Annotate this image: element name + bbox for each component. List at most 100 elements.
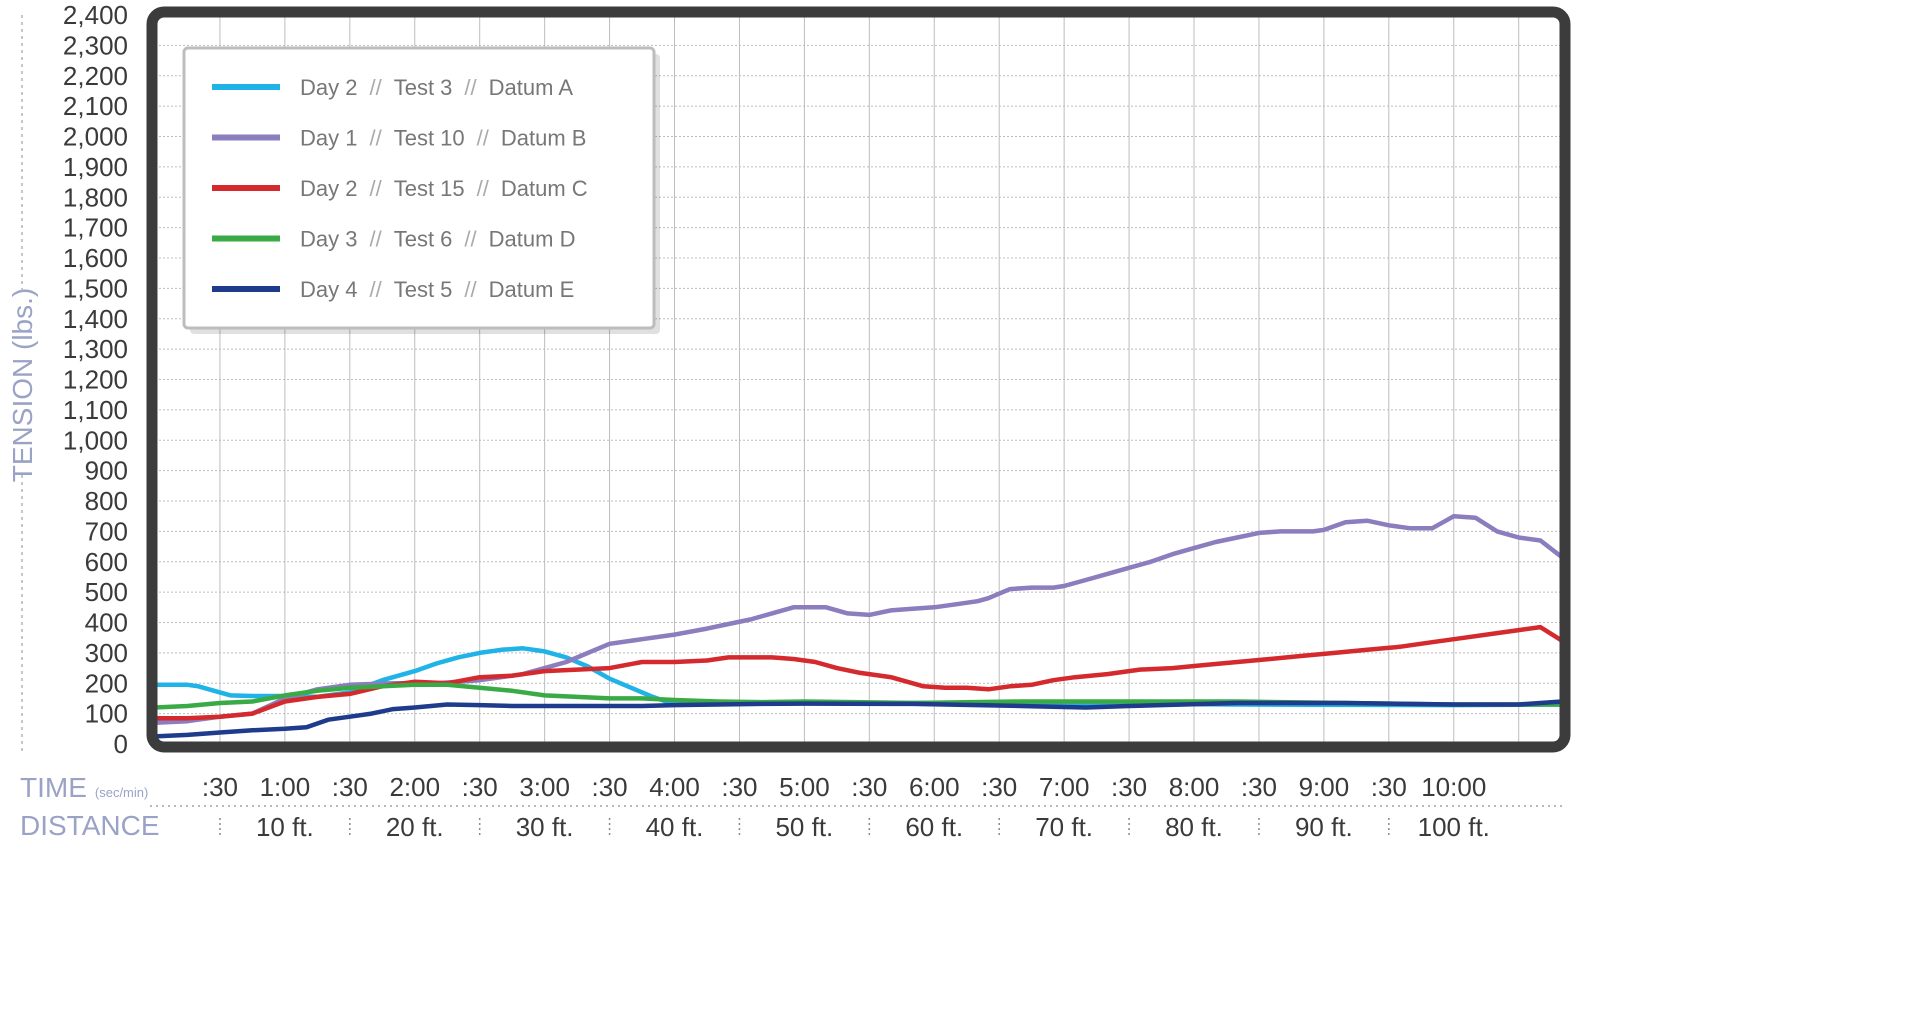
legend-label: Day 2 // Test 3 // Datum A [300,75,573,100]
legend-label-part: Datum E [489,277,575,302]
distance-tick-labels: 10 ft. 20 ft. 30 ft. 40 ft. 50 ft. 60 ft. 70 f… [219,812,1490,842]
y-tick-label: 1,300 [63,334,128,364]
legend-box [182,46,656,330]
y-tick-label: 1,600 [63,243,128,273]
time-tick-label: :30 [1241,772,1277,802]
legend-separator: // [464,75,477,100]
y-tick-labels: 01002003004005006007008009001,0001,1001,… [63,0,128,759]
time-tick-label: 2:00 [389,772,440,802]
distance-tick-label: 60 ft. [905,812,963,842]
y-tick-label: 2,200 [63,61,128,91]
legend-label: Day 3 // Test 6 // Datum D [300,227,575,252]
distance-tick-label: 100 ft. [1418,812,1490,842]
time-axis-label: TIME [20,772,87,803]
distance-tick-label: 30 ft. [516,812,574,842]
y-tick-label: 900 [85,456,128,486]
time-tick-label: 6:00 [909,772,960,802]
y-tick-label: 1,900 [63,152,128,182]
distance-tick-label: 20 ft. [386,812,444,842]
series-line-5 [152,699,1565,739]
legend-label-part: Day 2 [300,75,357,100]
y-tick-label: 1,200 [63,365,128,395]
legend-label-part: Test 15 [394,176,465,201]
y-tick-label: 2,000 [63,122,128,152]
y-tick-label: 1,000 [63,425,128,455]
series-line-4 [152,682,1565,710]
time-tick-label: :30 [202,772,238,802]
y-tick-label: 1,700 [63,213,128,243]
legend-label-part: Datum A [489,75,574,100]
time-tick-label: 5:00 [779,772,830,802]
legend-label-part: Datum D [489,227,576,252]
legend-label-part: Day 2 [300,176,357,201]
legend-label-part: Day 1 [300,126,357,151]
legend-label-part: Datum B [501,126,587,151]
distance-tick-label: 90 ft. [1295,812,1353,842]
y-tick-label: 2,100 [63,91,128,121]
time-tick-label: 9:00 [1299,772,1350,802]
legend-separator: // [477,126,490,151]
time-tick-labels: :30 1:00 :30 2:00 :30 3:00 :30 4:00 :30 5:00 :30 6:… [202,772,1486,802]
time-tick-label: :30 [851,772,887,802]
time-tick-label: :30 [1111,772,1147,802]
y-tick-label: 1,400 [63,304,128,334]
time-tick-label: 8:00 [1169,772,1220,802]
y-tick-label: 200 [85,668,128,698]
y-tick-label: 600 [85,547,128,577]
legend-label-part: Day 3 [300,227,357,252]
y-tick-label: 1,100 [63,395,128,425]
legend-label-part: Test 10 [394,126,465,151]
time-tick-label: 7:00 [1039,772,1090,802]
y-tick-label: 1,500 [63,273,128,303]
legend-separator: // [464,277,477,302]
y-tick-label: 800 [85,486,128,516]
series-layer [152,513,1565,739]
legend-separator: // [464,227,477,252]
legend-label-part: Test 5 [394,277,453,302]
y-tick-label: 300 [85,638,128,668]
legend-separator: // [369,227,382,252]
time-tick-label: 10:00 [1421,772,1486,802]
time-tick-label: :30 [721,772,757,802]
distance-axis-title: DISTANCE [20,810,160,841]
legend-label: Day 2 // Test 15 // Datum C [300,176,588,201]
distance-tick-label: 10 ft. [256,812,314,842]
legend-separator: // [369,75,382,100]
legend-separator: // [477,176,490,201]
legend-separator: // [369,126,382,151]
y-tick-label: 2,400 [63,0,128,30]
time-tick-label: :30 [591,772,627,802]
y-tick-label: 100 [85,699,128,729]
series-line-3 [152,624,1565,721]
y-axis-title: TENSION (lbs.) [7,288,38,482]
time-tick-label: 4:00 [649,772,700,802]
y-tick-label: 700 [85,516,128,546]
legend-label: Day 1 // Test 10 // Datum B [300,126,586,151]
y-tick-label: 1,800 [63,182,128,212]
distance-tick-label: 40 ft. [646,812,704,842]
distance-tick-label: 80 ft. [1165,812,1223,842]
time-tick-label: 3:00 [519,772,570,802]
legend-separator: // [369,277,382,302]
time-tick-label: :30 [332,772,368,802]
plot-frame [146,6,1571,753]
y-tick-label: 0 [114,729,128,759]
y-tick-label: 2,300 [63,30,128,60]
distance-tick-label: 70 ft. [1035,812,1093,842]
distance-tick-label: 50 ft. [775,812,833,842]
time-tick-label: :30 [981,772,1017,802]
legend-label: Day 4 // Test 5 // Datum E [300,277,574,302]
legend-label-part: Day 4 [300,277,357,302]
legend-label-part: Datum C [501,176,588,201]
time-tick-label: 1:00 [260,772,311,802]
time-tick-label: :30 [1371,772,1407,802]
time-axis-unit: (sec/min) [95,785,148,800]
legend-label-part: Test 6 [394,227,453,252]
y-tick-label: 400 [85,608,128,638]
y-tick-label: 500 [85,577,128,607]
legend-label-part: Test 3 [394,75,453,100]
time-axis-title: TIME (sec/min) [20,772,148,803]
time-tick-label: :30 [462,772,498,802]
